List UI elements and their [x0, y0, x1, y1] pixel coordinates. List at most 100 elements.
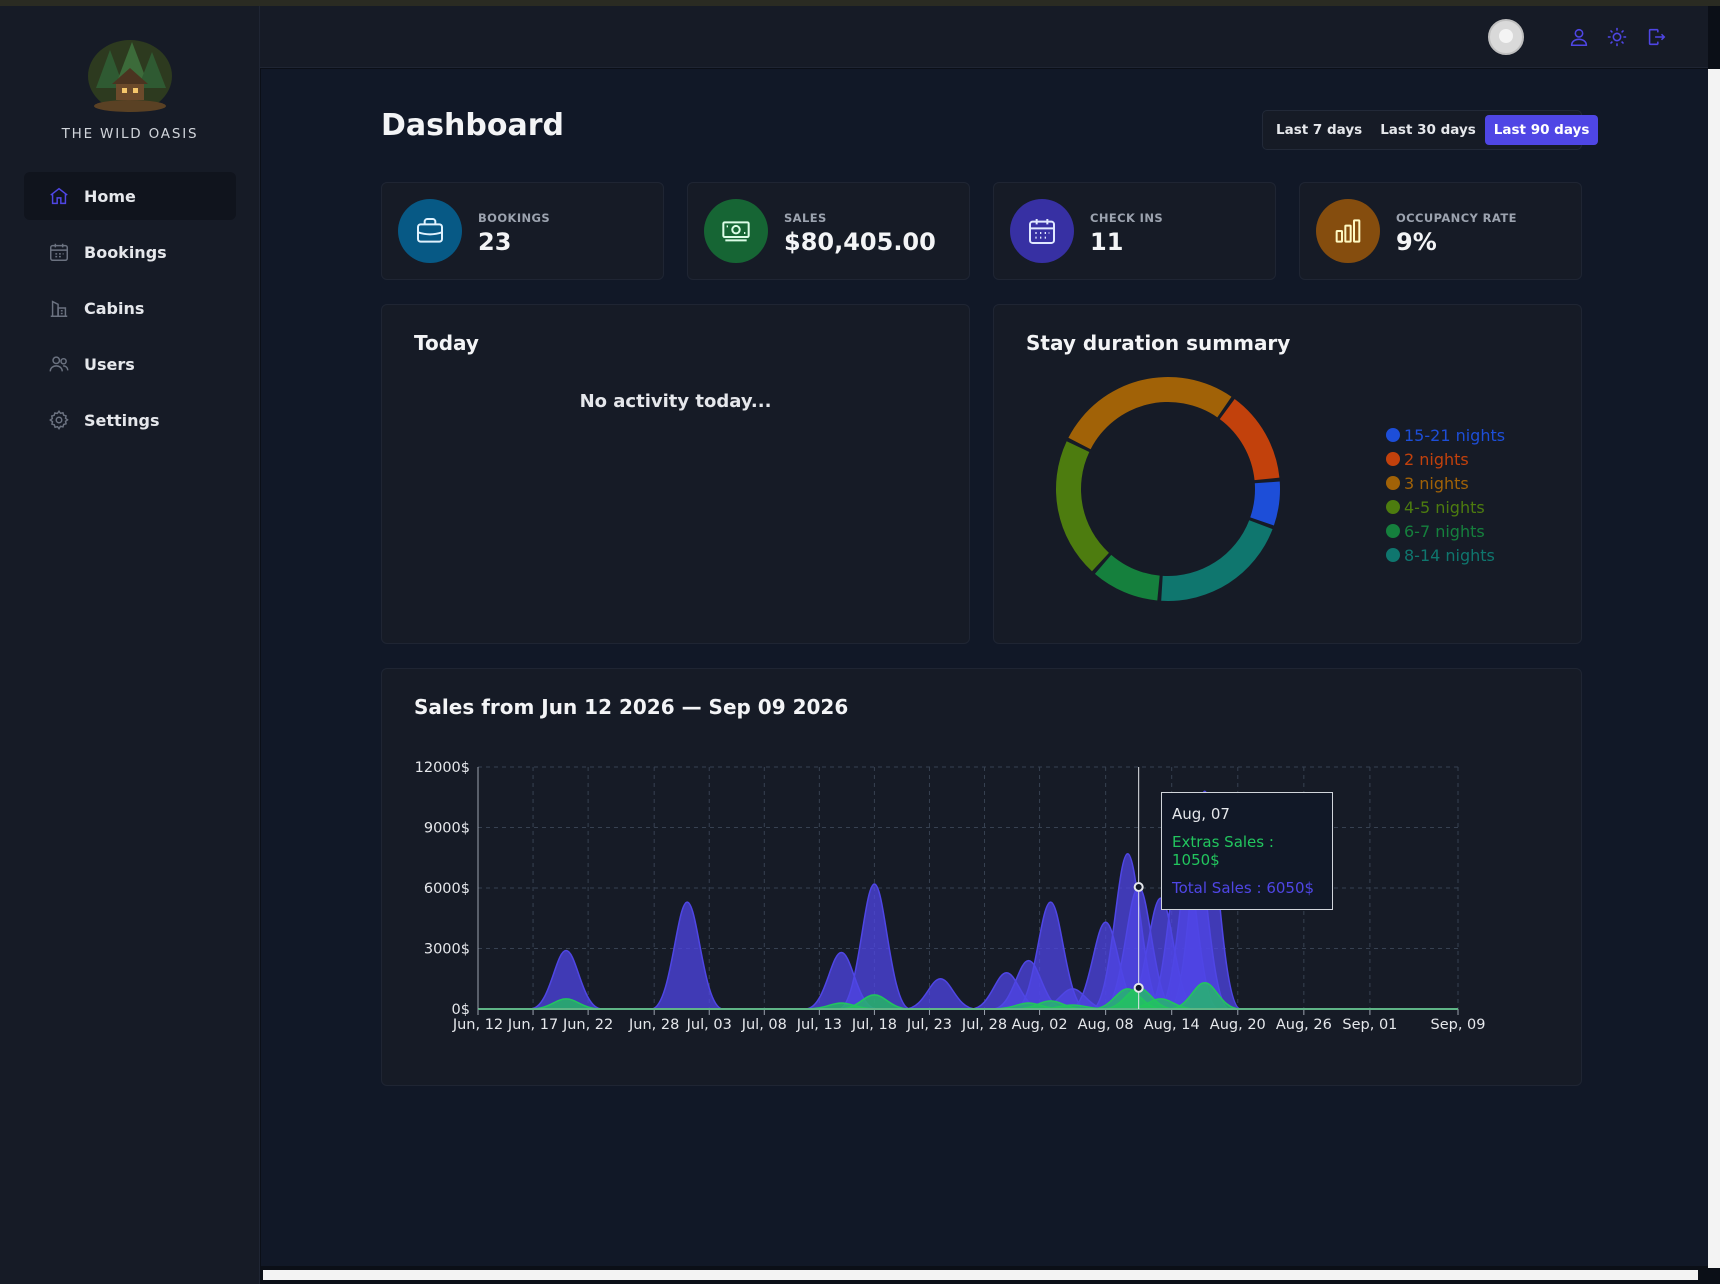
sidebar-item-home[interactable]: Home — [24, 172, 236, 220]
legend-item: 3 nights — [1386, 471, 1505, 495]
sidebar-item-label: Settings — [84, 410, 160, 430]
calendar-days-icon — [1029, 219, 1055, 244]
stat-icon-bg — [1010, 199, 1074, 263]
stat-icon-bg — [704, 199, 768, 263]
stat-icon-bg — [1316, 199, 1380, 263]
stat-label: BOOKINGS — [478, 211, 551, 225]
x-tick-label: Jun, 28 — [628, 1017, 679, 1033]
area-peak[interactable] — [838, 883, 911, 1010]
avatar[interactable] — [1488, 19, 1524, 55]
user-icon[interactable] — [1568, 26, 1590, 48]
area-peak[interactable] — [1168, 982, 1241, 1010]
today-title: Today — [414, 331, 479, 355]
donut-slice-6-7-nights[interactable] — [1094, 554, 1160, 601]
sidebar-item-bookings[interactable]: Bookings — [24, 228, 236, 276]
series-extras-sales — [478, 982, 1458, 1010]
stat-card-sales: SALES $80,405.00 — [687, 182, 970, 280]
sidebar-item-label: Users — [84, 354, 135, 374]
sales-area-chart: 0$3000$6000$9000$12000$Jun, 12 Jun, 17 Jun… — [415, 760, 1486, 1033]
legend-item: 15-21 nights — [1386, 423, 1505, 447]
stat-label: CHECK INS — [1090, 211, 1164, 225]
legend-label: 6-7 nights — [1404, 521, 1485, 541]
legend-dot — [1386, 428, 1400, 442]
legend-item: 6-7 nights — [1386, 519, 1505, 543]
tooltip-extras: Extras Sales : 1050$ — [1172, 833, 1274, 869]
area-peak[interactable] — [838, 994, 911, 1010]
area-peak[interactable] — [904, 977, 977, 1010]
tooltip-date: Aug, 07 — [1172, 805, 1230, 823]
logo-image — [86, 36, 174, 114]
x-tick-label: Aug, 08 — [1078, 1017, 1134, 1033]
x-tick-label: Jul, 13 — [796, 1017, 842, 1033]
x-tick-label: Sep, 01 — [1342, 1017, 1397, 1033]
filter-last-90-days[interactable]: Last 90 days — [1484, 115, 1599, 145]
sun-icon[interactable] — [1606, 26, 1628, 48]
x-tick-label: Jul, 03 — [686, 1017, 732, 1033]
sidebar-item-cabins[interactable]: Cabins — [24, 284, 236, 332]
top-header — [260, 6, 1708, 68]
legend-label: 2 nights — [1404, 449, 1469, 469]
legend-label: 15-21 nights — [1404, 425, 1506, 445]
x-tick-label: Aug, 20 — [1210, 1017, 1266, 1033]
tooltip-total: Total Sales : 6050$ — [1172, 879, 1315, 897]
stat-value: 9% — [1396, 228, 1437, 256]
building-icon — [50, 300, 68, 317]
area-peak[interactable] — [530, 949, 603, 1010]
y-tick-label: 0$ — [452, 1002, 470, 1018]
area-peak[interactable] — [530, 998, 602, 1010]
home-icon — [50, 187, 68, 205]
x-tick-label: Jul, 23 — [906, 1017, 952, 1033]
duration-title: Stay duration summary — [1026, 331, 1291, 355]
duration-card: Stay duration summary 15-21 nights 2 nigh… — [993, 304, 1582, 644]
donut-slice-2-nights[interactable] — [1219, 398, 1280, 481]
duration-legend: 15-21 nights 2 nights 3 nights 4-5 nights 6-… — [1386, 423, 1505, 567]
banknotes-icon — [722, 221, 750, 242]
stat-label: SALES — [784, 211, 827, 225]
x-tick-label: Jun, 22 — [562, 1017, 613, 1033]
donut-slice-8-14-nights[interactable] — [1161, 520, 1273, 601]
y-tick-label: 12000$ — [415, 760, 470, 776]
duration-donut-chart — [1056, 377, 1280, 601]
x-tick-label: Aug, 14 — [1144, 1017, 1200, 1033]
donut-slice-3-nights[interactable] — [1068, 377, 1232, 450]
stat-label: OCCUPANCY RATE — [1396, 211, 1517, 225]
x-tick-label: Aug, 26 — [1276, 1017, 1332, 1033]
legend-item: 8-14 nights — [1386, 543, 1505, 567]
sales-title: Sales from Jun 12 2026 — Sep 09 2026 — [414, 695, 849, 719]
sales-card: Sales from Jun 12 2026 — Sep 09 2026 0$ 3… — [381, 668, 1582, 1086]
sidebar-item-users[interactable]: Users — [24, 340, 236, 388]
logout-icon[interactable] — [1645, 26, 1667, 48]
x-tick-label: Jul, 28 — [961, 1017, 1007, 1033]
sidebar-item-label: Cabins — [84, 298, 145, 318]
x-tick-label: Sep, 09 — [1431, 1017, 1486, 1033]
x-tick-label: Jul, 08 — [741, 1017, 787, 1033]
filter-last-30-days[interactable]: Last 30 days — [1380, 122, 1476, 138]
legend-dot — [1386, 500, 1400, 514]
hover-point-extras — [1133, 982, 1144, 993]
window-top-border — [0, 0, 1720, 6]
legend-dot — [1386, 548, 1400, 562]
sidebar-item-label: Home — [84, 186, 136, 206]
donut-slice-4-5-nights[interactable] — [1056, 441, 1109, 572]
today-card: Today No activity today... — [381, 304, 970, 644]
chart-bar-icon — [1335, 219, 1361, 243]
window-edge-bottom — [263, 1270, 1698, 1280]
stat-value: $80,405.00 — [784, 228, 936, 256]
y-tick-label: 6000$ — [424, 881, 470, 897]
briefcase-icon — [417, 218, 443, 243]
sidebar-nav: Home Bookings Cabins Users Settings — [24, 172, 236, 452]
x-tick-label: Aug, 02 — [1012, 1017, 1068, 1033]
hover-point-total — [1133, 881, 1144, 892]
stat-icon-bg — [398, 199, 462, 263]
legend-label: 4-5 nights — [1404, 497, 1485, 517]
area-peak[interactable] — [651, 901, 724, 1010]
gear-icon — [49, 410, 69, 431]
no-activity-text: No activity today... — [579, 391, 772, 412]
legend-item: 4-5 nights — [1386, 495, 1505, 519]
donut-slice-15-21-nights[interactable] — [1250, 481, 1280, 526]
legend-dot — [1386, 476, 1400, 490]
page-title: Dashboard — [381, 108, 564, 143]
sidebar: THE WILD OASIS Home Bookings Cabins User… — [0, 6, 260, 1284]
filter-last-7-days[interactable]: Last 7 days — [1276, 122, 1363, 138]
sidebar-item-settings[interactable]: Settings — [24, 396, 236, 444]
